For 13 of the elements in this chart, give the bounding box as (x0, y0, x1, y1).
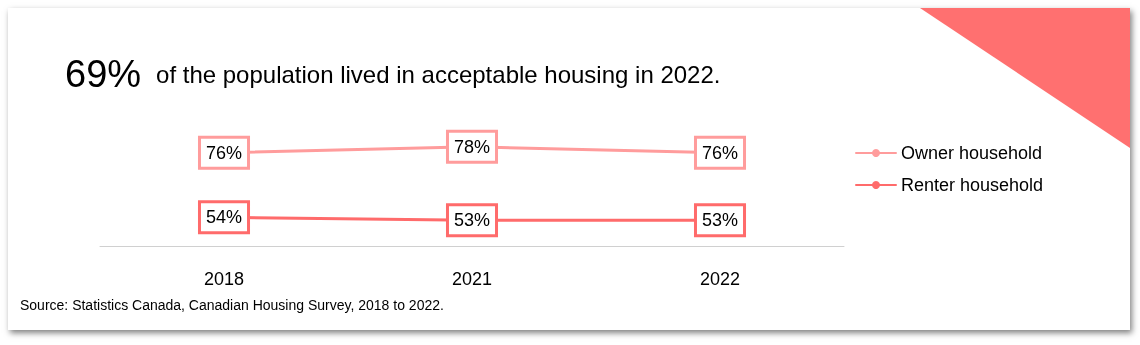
legend-label: Owner household (901, 143, 1043, 163)
x-tick-label: 2021 (451, 269, 493, 289)
data-label: 53% (453, 210, 491, 231)
data-label: 76% (205, 142, 243, 163)
data-label: 78% (453, 136, 491, 157)
chart-title: 69% of the population lived in acceptable housing in 2022. (65, 53, 721, 95)
data-label: 76% (701, 142, 739, 163)
data-label: 53% (701, 210, 739, 231)
data-label: 54% (205, 207, 243, 228)
legend-label: Renter household (901, 175, 1044, 195)
x-tick-label: 2018 (203, 269, 245, 289)
source-note: Source: Statistics Canada, Canadian Housing Survey, 2018 to 2022. (20, 297, 444, 313)
x-tick-label: 2022 (699, 269, 741, 289)
